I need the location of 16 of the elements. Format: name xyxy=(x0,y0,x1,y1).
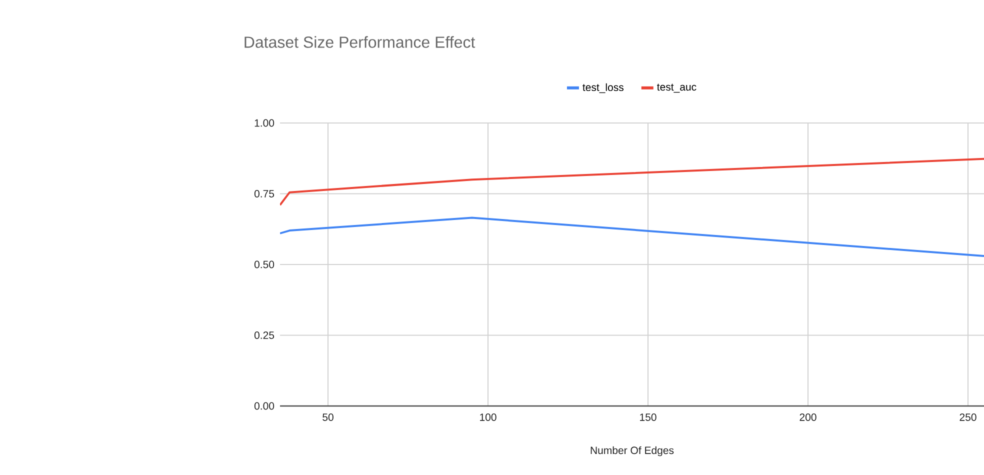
x-tick-label: 200 xyxy=(800,414,816,421)
y-tick-label: 1.00 xyxy=(254,119,274,127)
x-tick-label: 100 xyxy=(480,414,496,421)
x-axis-title: Number Of Edges xyxy=(590,446,674,456)
y-tick-label: 0.25 xyxy=(254,332,274,339)
line-series xyxy=(280,216,984,257)
line-series xyxy=(280,158,984,206)
y-tick-label: 0.00 xyxy=(254,402,274,410)
legend-label: test_auc xyxy=(657,84,696,93)
x-tick-label: 50 xyxy=(322,414,334,421)
y-tick-label: 0.50 xyxy=(254,260,274,268)
legend-label: test_loss xyxy=(582,83,624,94)
chart-title: Dataset Size Performance Effect xyxy=(244,36,476,48)
x-tick-label: 150 xyxy=(640,414,656,421)
y-tick-label: 0.75 xyxy=(254,190,274,198)
x-tick-label: 250 xyxy=(960,414,976,421)
